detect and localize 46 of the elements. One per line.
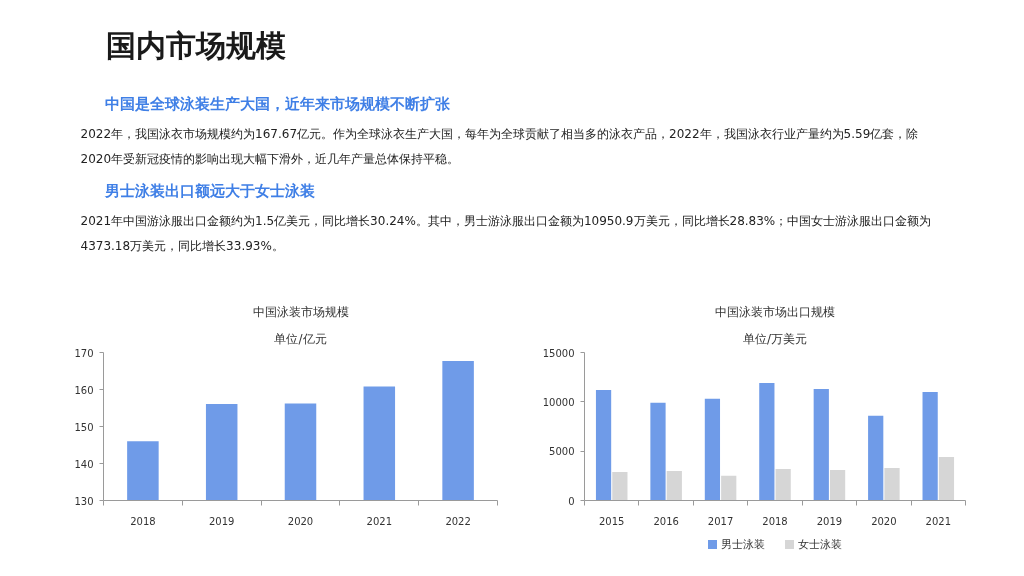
text: 中国是全球泳装生产大国，近年来市场规模不断扩张 <box>104 94 451 113</box>
y-tick-label: 150 <box>74 421 94 433</box>
x-tick-label: 2022 <box>445 515 471 527</box>
x-tick-label: 2020 <box>287 515 314 527</box>
x-tick-label: 2016 <box>653 515 679 527</box>
x-tick-label: 2020 <box>871 515 897 527</box>
bar <box>938 457 955 501</box>
text: 2022年，我国泳衣市场规模约为167.67亿元。作为全球泳衣生产大国，每年为全球贡献了相当多的泳衣产品，2022年，我国泳衣行业产量约为5.59亿套，除2020年受新冠疫情的影响出现大幅下滑外，近几年产量总体保持平稳。 <box>80 126 919 166</box>
text: 国内市场规模 <box>105 28 286 63</box>
bar <box>704 398 721 501</box>
bar <box>666 470 682 501</box>
y-tick-label: 170 <box>74 347 94 359</box>
y-tick-label: 10000 <box>542 396 575 408</box>
bar <box>759 383 775 501</box>
x-tick-label: 2018 <box>762 515 788 527</box>
bar <box>868 415 884 501</box>
bar <box>775 468 791 501</box>
y-tick-label: 160 <box>74 384 94 396</box>
legend-label: 男士泳装 <box>721 538 765 551</box>
y-tick-label: 130 <box>74 495 94 507</box>
x-tick-label: 2019 <box>208 515 235 527</box>
bar <box>595 389 612 501</box>
chart-subtitle: 单位/万美元 <box>742 331 808 346</box>
chart-title: 中国泳装市场规模 <box>252 304 349 319</box>
bar <box>721 475 737 501</box>
bar <box>829 469 846 501</box>
bar <box>612 471 628 501</box>
y-tick-label: 15000 <box>542 347 575 359</box>
x-tick-label: 2021 <box>925 515 952 527</box>
bar <box>922 391 938 501</box>
chart-title: 中国泳装市场出口规模 <box>715 304 835 319</box>
x-tick-label: 2017 <box>707 515 734 527</box>
y-tick-label: 5000 <box>549 446 575 458</box>
x-tick-label: 2021 <box>366 515 393 527</box>
y-tick-label: 0 <box>568 495 575 507</box>
bar <box>650 402 666 501</box>
bar <box>813 389 829 501</box>
x-tick-label: 2015 <box>598 515 625 527</box>
text: 男士泳装出口额远大于女士泳装 <box>103 181 315 200</box>
x-tick-label: 2018 <box>130 515 156 527</box>
x-tick-label: 2019 <box>816 515 843 527</box>
y-tick-label: 140 <box>74 458 94 470</box>
text: 2021年中国游泳服出口金额约为1.5亿美元，同比增长30.24%。其中，男士游泳服出口金额为10950.9万美元，同比增长28.83%；中国女士游泳服出口金额为4373.18万美元，同比增长33.93%。 <box>80 213 932 253</box>
bar <box>884 467 900 501</box>
legend-label: 女士泳装 <box>798 538 842 551</box>
chart-subtitle: 单位/亿元 <box>274 331 327 346</box>
